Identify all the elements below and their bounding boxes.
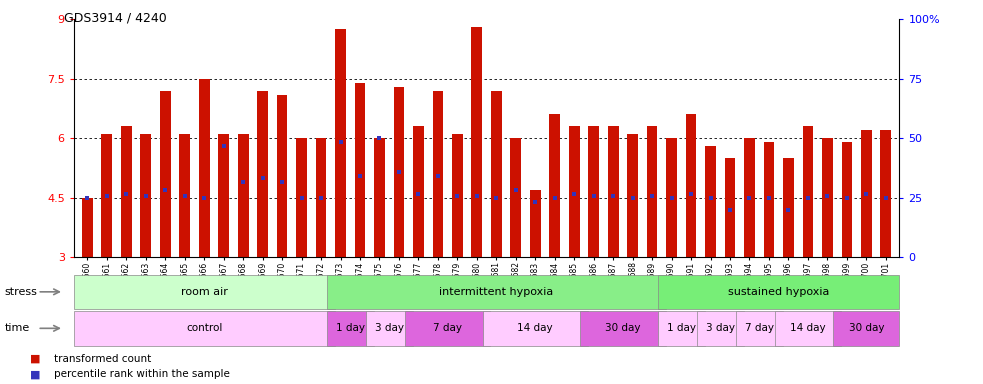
Text: 7 day: 7 day (745, 323, 774, 333)
Bar (366, 311, 413, 346)
Bar (238, 134, 249, 257)
Bar (452, 134, 463, 257)
Bar (783, 158, 794, 257)
Bar (296, 138, 307, 257)
Text: 7 day: 7 day (434, 323, 462, 333)
Bar (472, 27, 483, 257)
Text: 3 day: 3 day (375, 323, 404, 333)
Bar (74, 311, 334, 346)
Bar (218, 134, 229, 257)
Bar (658, 275, 899, 309)
Text: sustained hypoxia: sustained hypoxia (728, 287, 830, 297)
Text: transformed count: transformed count (54, 354, 151, 364)
Bar (327, 311, 374, 346)
Bar (491, 91, 501, 257)
Bar (355, 83, 366, 257)
Text: percentile rank within the sample: percentile rank within the sample (54, 369, 230, 379)
Text: 30 day: 30 day (606, 323, 641, 333)
Text: 3 day: 3 day (706, 323, 734, 333)
Bar (327, 275, 665, 309)
Bar (580, 311, 665, 346)
Text: control: control (186, 323, 222, 333)
Text: 30 day: 30 day (848, 323, 884, 333)
Bar (841, 142, 852, 257)
Bar (433, 91, 443, 257)
Bar (627, 134, 638, 257)
Bar (510, 138, 521, 257)
Bar (141, 134, 151, 257)
Bar (258, 91, 268, 257)
Text: ■: ■ (29, 354, 40, 364)
Bar (199, 79, 209, 257)
Bar (881, 130, 892, 257)
Bar (764, 142, 775, 257)
Bar (483, 311, 588, 346)
Bar (405, 311, 491, 346)
Bar (744, 138, 755, 257)
Bar (74, 275, 334, 309)
Text: ■: ■ (29, 369, 40, 379)
Text: time: time (5, 323, 30, 333)
Bar (647, 126, 658, 257)
Bar (686, 114, 696, 257)
Text: GDS3914 / 4240: GDS3914 / 4240 (64, 12, 167, 25)
Bar (736, 311, 782, 346)
Bar (569, 126, 580, 257)
Text: 14 day: 14 day (517, 323, 553, 333)
Bar (834, 311, 899, 346)
Bar (861, 130, 872, 257)
Bar (413, 126, 424, 257)
Bar (666, 138, 677, 257)
Bar (179, 134, 190, 257)
Bar (160, 91, 171, 257)
Bar (802, 126, 813, 257)
Bar (101, 134, 112, 257)
Text: 14 day: 14 day (790, 323, 826, 333)
Bar (82, 198, 92, 257)
Text: stress: stress (5, 287, 37, 297)
Bar (589, 126, 599, 257)
Bar (393, 87, 404, 257)
Bar (724, 158, 735, 257)
Text: 1 day: 1 day (336, 323, 365, 333)
Bar (822, 138, 833, 257)
Bar (658, 311, 705, 346)
Bar (121, 126, 132, 257)
Text: 1 day: 1 day (666, 323, 696, 333)
Bar (607, 126, 618, 257)
Bar (375, 138, 384, 257)
Bar (549, 114, 560, 257)
Bar (775, 311, 841, 346)
Bar (697, 311, 744, 346)
Text: intermittent hypoxia: intermittent hypoxia (439, 287, 553, 297)
Bar (335, 29, 346, 257)
Bar (277, 94, 287, 257)
Bar (530, 190, 541, 257)
Bar (316, 138, 326, 257)
Text: room air: room air (181, 287, 228, 297)
Bar (705, 146, 716, 257)
